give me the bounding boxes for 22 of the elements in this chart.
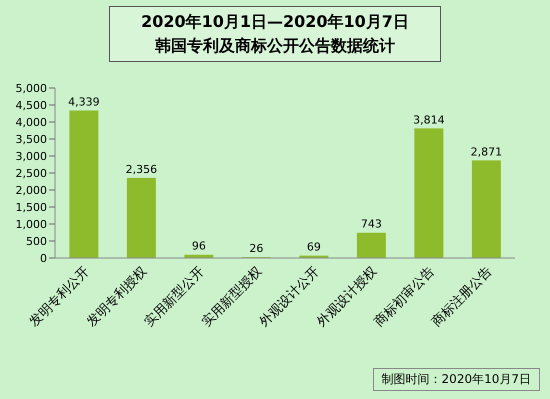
text: 制图时间：2020年10月7日 [382, 371, 531, 388]
chart-title: 2020年10月1日—2020年10月7日 [140, 11, 410, 33]
data-label: 4,339 [68, 95, 100, 108]
y-tick-label: 3,500 [16, 132, 47, 146]
y-tick-label: 5,000 [16, 82, 47, 95]
data-label: 2,356 [126, 162, 158, 176]
data-label: 2,871 [470, 145, 502, 158]
y-tick-label: 4,500 [16, 98, 47, 112]
data-label: 69 [306, 240, 321, 254]
y-tick-label: 4,000 [16, 116, 47, 129]
chart-subtitle: 韩国专利及商标公开公告数据统计 [154, 35, 396, 57]
data-label: 3,814 [413, 113, 445, 126]
y-tick-label: 3,000 [16, 150, 47, 163]
y-tick-label: 2,000 [16, 184, 47, 197]
y-tick-label: 1,500 [16, 200, 47, 214]
y-tick-label: 500 [26, 234, 47, 248]
y-tick-label: 0 [40, 252, 47, 265]
y-tick-label: 1,000 [16, 218, 47, 231]
data-label: 96 [192, 240, 206, 253]
y-tick-label: 2,500 [16, 166, 47, 180]
data-label: 26 [249, 242, 264, 256]
data-label: 743 [360, 218, 382, 231]
